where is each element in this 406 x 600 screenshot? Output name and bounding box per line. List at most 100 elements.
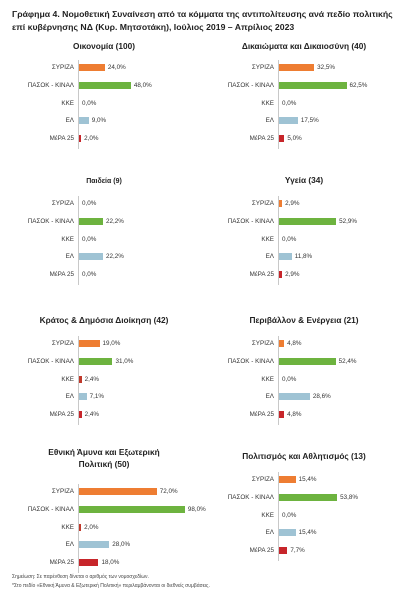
bar-row: ΕΛ 15,4% [212,527,396,539]
value-axis [278,336,279,425]
bar-row: ΜέΡΑ 25 5,0% [212,133,396,145]
value-label: 2,0% [84,135,99,143]
category-label: ΠΑΣΟΚ - ΚΙΝΑΛ [227,81,274,89]
bar [279,493,338,501]
category-label: ΜέΡΑ 25 [249,271,274,279]
category-label: ΣΥΡΙΖΑ [51,200,74,207]
bar [279,253,292,261]
bar [279,271,283,279]
bar-row: ΚΚΕ 0,0% [12,98,196,110]
panel-title: Εθνική Άμυνα και Εξωτερική Πολιτική (50) [48,447,160,469]
bar [79,64,105,71]
value-label: 48,0% [133,81,152,89]
category-label: ΚΚΕ [261,511,274,519]
bar-row: ΣΥΡΙΖΑ 2,9% [212,198,396,210]
bar-row: ΚΚΕ 0,0% [212,374,396,386]
value-axis [78,336,79,425]
category-label: ΕΛ [65,117,74,125]
bar-row: ΣΥΡΙΖΑ 32,5% [212,62,396,74]
panel-title: Κράτος & Δημόσια Διοίκηση (42) [39,315,169,325]
category-label: ΕΛ [65,253,74,261]
bar-row: ΚΚΕ 0,0% [212,98,396,110]
category-label: ΜέΡΑ 25 [49,271,74,279]
category-label: ΣΥΡΙΖΑ [51,488,74,495]
bar-row: ΕΛ 9,0% [12,115,196,127]
bar [279,117,298,125]
bar-row: ΜέΡΑ 25 2,4% [12,409,196,421]
bar [79,217,103,225]
panel-title: Πολιτισμός και Αθλητισμός (13) [242,451,366,461]
bar [79,357,113,365]
bar-row: ΕΛ 28,0% [12,539,196,551]
bar [79,81,131,89]
value-label: 7,7% [290,547,305,555]
value-label: 72,0% [159,488,178,495]
bar [79,488,157,495]
bar-row: ΣΥΡΙΖΑ 19,0% [12,338,196,350]
value-axis [278,196,279,285]
bar [279,64,315,71]
value-label: 31,0% [115,357,134,365]
panel-title: Οικονομία (100) [72,41,136,51]
bar [279,217,337,225]
bar [79,411,82,419]
value-label: 17,5% [300,117,319,125]
category-label: ΜέΡΑ 25 [49,559,74,567]
category-label: ΣΥΡΙΖΑ [251,64,274,71]
category-label: ΠΑΣΟΚ - ΚΙΝΑΛ [227,357,274,365]
value-label: 15,4% [298,476,317,483]
bar [79,393,87,401]
category-label: ΣΥΡΙΖΑ [251,340,274,347]
value-axis [78,196,79,285]
category-label: ΠΑΣΟΚ - ΚΙΝΑΛ [227,217,274,225]
bar-row: ΠΑΣΟΚ - ΚΙΝΑΛ 53,8% [212,492,396,504]
category-label: ΚΚΕ [61,523,74,531]
category-label: ΣΥΡΙΖΑ [251,200,274,207]
category-label: ΕΛ [265,117,274,125]
category-label: ΕΛ [265,393,274,401]
value-label: 15,4% [298,529,317,537]
value-label: 53,8% [340,493,358,501]
bar-row: ΜέΡΑ 25 7,7% [212,545,396,557]
bar-row: ΣΥΡΙΖΑ 4,8% [212,338,396,350]
bar-row: ΜέΡΑ 25 0,0% [12,269,196,281]
bar-row: ΕΛ 17,5% [212,115,396,127]
bar-row: ΕΛ 28,6% [212,391,396,403]
bar [279,529,296,537]
bar [279,393,310,401]
value-label: 24,0% [107,64,126,71]
bar-row: ΠΑΣΟΚ - ΚΙΝΑΛ 48,0% [12,80,196,92]
value-label: 4,8% [287,340,302,347]
value-label: 52,9% [339,217,357,225]
value-label: 7,1% [89,393,105,401]
bar [279,476,296,483]
bar-row: ΜέΡΑ 25 2,9% [212,269,396,281]
value-label: 0,0% [282,99,297,107]
category-label: ΕΛ [265,529,274,537]
category-label: ΚΚΕ [61,235,74,243]
value-label: 2,4% [84,375,99,383]
value-label: 2,4% [84,411,99,419]
bar-row: ΕΛ 7,1% [12,391,196,403]
bar-row: ΚΚΕ 2,4% [12,374,196,386]
bar [79,253,103,261]
category-label: ΣΥΡΙΖΑ [51,64,74,71]
category-label: ΠΑΣΟΚ - ΚΙΝΑΛ [27,505,74,513]
value-label: 0,0% [82,200,97,207]
category-label: ΕΛ [265,253,274,261]
bar-row: ΣΥΡΙΖΑ 72,0% [12,486,196,498]
category-label: ΜέΡΑ 25 [249,135,274,143]
chart-notes: Σημείωση: Σε παρένθεση δίνεται ο αριθμός… [12,573,396,591]
bar [79,375,82,383]
bar-row: ΜέΡΑ 25 18,0% [12,557,196,569]
value-label: 98,0% [187,505,206,513]
bar-row: ΠΑΣΟΚ - ΚΙΝΑΛ 22,2% [12,216,196,228]
value-axis [78,60,79,149]
category-label: ΚΚΕ [61,375,74,383]
bar [79,340,100,347]
bar [279,411,285,419]
bar [279,135,285,143]
bar [79,505,185,513]
value-label: 2,9% [285,271,300,279]
category-label: ΠΑΣΟΚ - ΚΙΝΑΛ [27,357,74,365]
